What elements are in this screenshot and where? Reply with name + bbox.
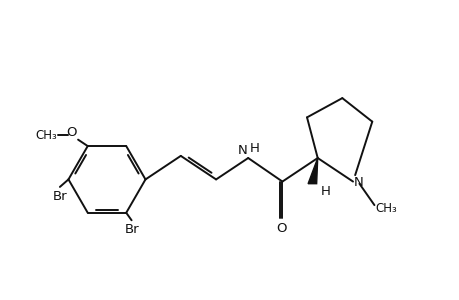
Text: Br: Br bbox=[124, 224, 139, 236]
Text: CH₃: CH₃ bbox=[375, 202, 397, 215]
Text: O: O bbox=[275, 222, 286, 235]
Polygon shape bbox=[308, 158, 317, 184]
Text: N: N bbox=[353, 176, 363, 189]
Text: N: N bbox=[237, 144, 246, 157]
Text: O: O bbox=[67, 126, 77, 139]
Text: Br: Br bbox=[52, 190, 67, 203]
Text: H: H bbox=[320, 185, 330, 198]
Text: H: H bbox=[249, 142, 258, 155]
Text: CH₃: CH₃ bbox=[35, 129, 56, 142]
